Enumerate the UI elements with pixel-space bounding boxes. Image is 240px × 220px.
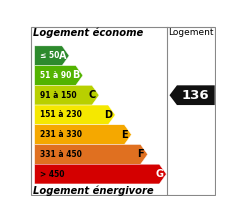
Text: C: C xyxy=(89,90,96,100)
Text: 51 à 90: 51 à 90 xyxy=(40,71,72,80)
Polygon shape xyxy=(35,66,83,85)
Polygon shape xyxy=(35,105,115,125)
Text: > 450: > 450 xyxy=(40,170,65,179)
Text: G: G xyxy=(156,169,164,179)
Polygon shape xyxy=(35,46,69,66)
Text: D: D xyxy=(105,110,113,120)
Text: A: A xyxy=(59,51,66,61)
Text: Logement: Logement xyxy=(169,28,214,37)
Text: Logement économe: Logement économe xyxy=(33,27,143,38)
Polygon shape xyxy=(35,85,99,105)
Polygon shape xyxy=(169,85,215,105)
Text: B: B xyxy=(72,70,80,81)
Text: 231 à 330: 231 à 330 xyxy=(40,130,82,139)
Text: F: F xyxy=(138,149,144,159)
Polygon shape xyxy=(35,125,132,145)
Text: 331 à 450: 331 à 450 xyxy=(40,150,82,159)
Text: 151 à 230: 151 à 230 xyxy=(40,110,82,119)
Polygon shape xyxy=(35,164,166,184)
Text: ≤ 50: ≤ 50 xyxy=(40,51,60,60)
Text: 136: 136 xyxy=(182,89,210,102)
Text: 91 à 150: 91 à 150 xyxy=(40,91,77,100)
Text: E: E xyxy=(121,130,128,140)
Text: Logement énergivore: Logement énergivore xyxy=(33,185,153,196)
Polygon shape xyxy=(35,145,148,164)
